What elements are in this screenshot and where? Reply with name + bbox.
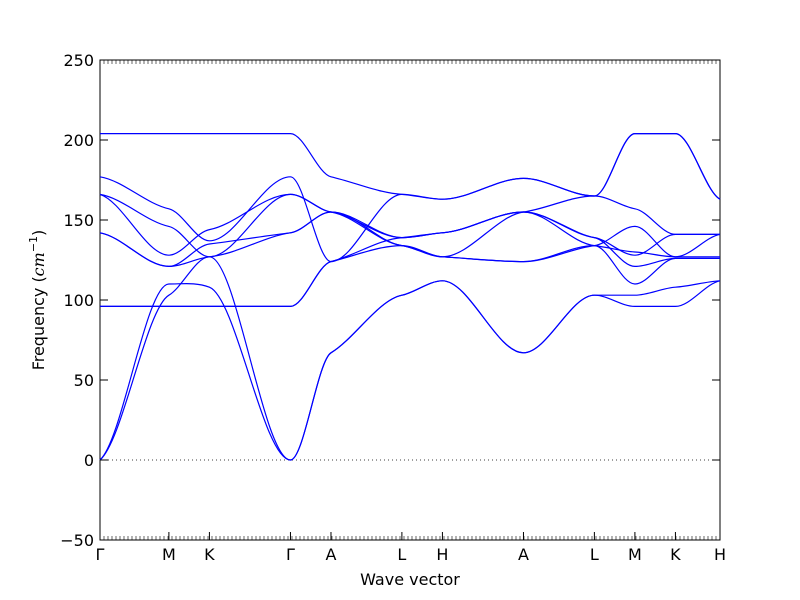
phonon-band-7	[99, 193, 720, 258]
y-axis-label-prefix: Frequency (	[29, 276, 48, 370]
y-tick-label: 150	[63, 211, 94, 230]
y-tick-label: 0	[84, 451, 94, 470]
y-axis-label-unit: cm	[29, 252, 48, 276]
plot-frame	[99, 59, 721, 541]
x-tick-label-7: H	[436, 545, 448, 564]
y-axis-label-suffix: )	[29, 230, 48, 236]
plot-area	[99, 59, 721, 541]
phonon-band-2	[99, 280, 721, 461]
x-tick-label-8: A	[518, 545, 529, 564]
y-tick-label: −50	[60, 531, 94, 550]
x-tick-label-5: A	[326, 545, 337, 564]
x-tick-label-6: L	[397, 545, 406, 564]
y-tick-label: 50	[74, 371, 94, 390]
y-axis-label: Frequency (cm−1)	[27, 230, 48, 371]
x-tick-label-3: K	[204, 545, 215, 564]
x-tick-label-1: Γ	[96, 545, 105, 564]
y-tick-label: 100	[63, 291, 94, 310]
phonon-band-10	[99, 193, 720, 258]
x-tick-label-4: Γ	[286, 545, 295, 564]
ticks-layer	[99, 59, 721, 541]
phonon-band-9	[100, 132, 721, 200]
x-axis-label: Wave vector	[360, 570, 460, 589]
tick-labels-layer: −50 0 50 100 150 200 250 Γ M K Γ A L H A L M K H	[60, 51, 726, 564]
y-tick-label: 200	[63, 131, 94, 150]
y-axis-label-unit-exponent: −1	[27, 236, 40, 252]
x-tick-label-9: L	[590, 545, 599, 564]
x-tick-label-10: M	[628, 545, 642, 564]
y-tick-label: 250	[63, 51, 94, 70]
x-tick-label-12: H	[714, 545, 726, 564]
bands-layer	[99, 132, 721, 461]
x-tick-label-11: K	[670, 545, 681, 564]
x-tick-label-2: M	[162, 545, 176, 564]
